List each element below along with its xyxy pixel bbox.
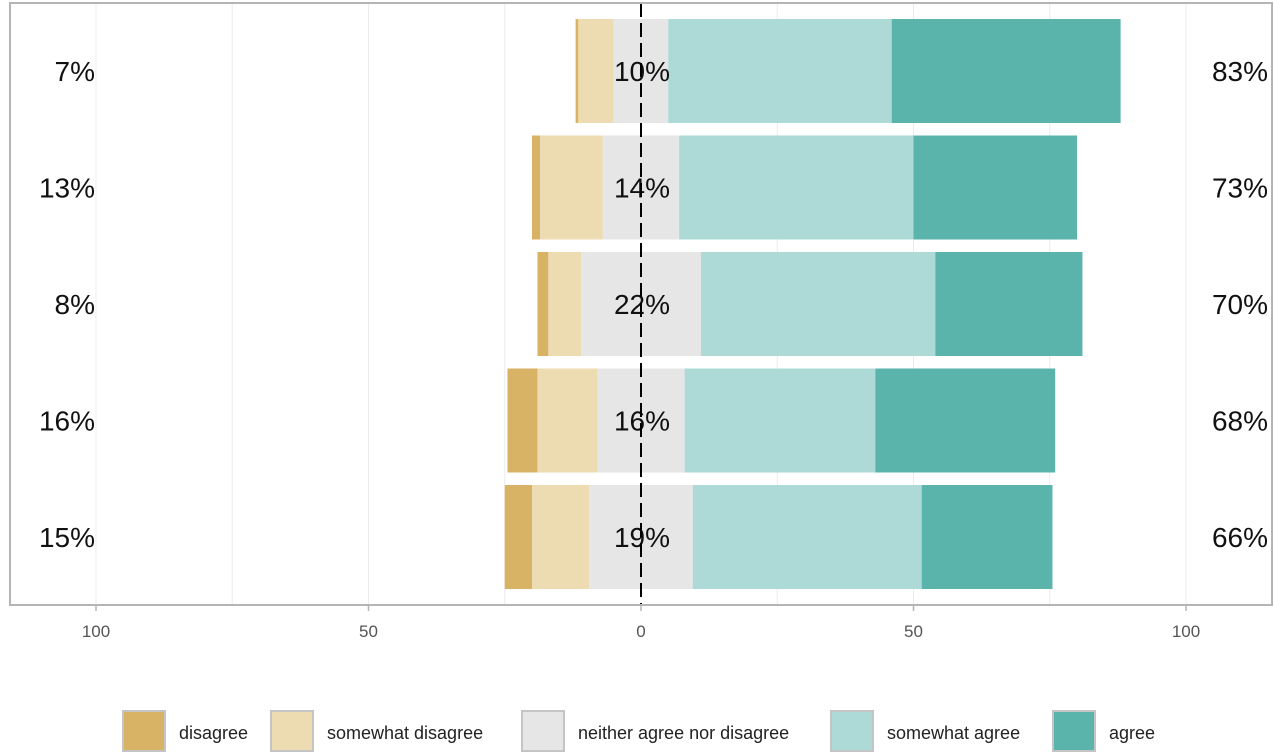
bar-segment-agree xyxy=(875,368,1056,473)
x-tick-label: 0 xyxy=(636,622,645,641)
bar-segment-somewhat-disagree xyxy=(548,252,582,356)
bar-segment-somewhat-disagree xyxy=(540,135,603,240)
left-percent-label: 15% xyxy=(39,522,95,553)
x-tick-label: 100 xyxy=(1172,622,1200,641)
legend-swatch xyxy=(122,710,166,752)
bar-segment-somewhat-agree xyxy=(700,252,936,356)
legend-item-agree: agree xyxy=(1052,710,1155,752)
left-percent-label: 8% xyxy=(55,289,95,320)
bar-row xyxy=(532,135,1077,240)
legend-swatch xyxy=(521,710,565,752)
bar-segment-disagree xyxy=(507,368,538,473)
legend-label: somewhat agree xyxy=(887,723,1020,743)
bar-segment-somewhat-agree xyxy=(668,19,892,123)
legend-item-neither: neither agree nor disagree xyxy=(521,710,789,752)
bar-segment-somewhat-agree xyxy=(679,135,914,240)
left-percent-label: 16% xyxy=(39,406,95,437)
bar-segment-disagree xyxy=(537,252,549,356)
bar-rows xyxy=(504,19,1121,589)
legend-label: agree xyxy=(1109,723,1155,743)
bar-segment-somewhat-disagree xyxy=(578,19,614,123)
left-percent-label: 13% xyxy=(39,173,95,204)
bar-segment-somewhat-agree xyxy=(684,368,876,473)
bar-segment-somewhat-disagree xyxy=(532,485,590,589)
bar-segment-somewhat-agree xyxy=(692,485,922,589)
legend-swatch xyxy=(270,710,314,752)
percent-labels: 7%10%83%13%14%73%8%22%70%16%16%68%15%19%… xyxy=(39,56,1268,553)
bar-segment-disagree xyxy=(504,485,532,589)
bar-segment-somewhat-disagree xyxy=(537,368,598,473)
legend: disagree somewhat disagree neither agree n… xyxy=(122,710,1155,752)
x-axis-ticks: 100 50 0 50 100 xyxy=(82,605,1200,641)
legend-label: somewhat disagree xyxy=(327,723,483,743)
bar-row xyxy=(507,368,1056,473)
legend-item-disagree: disagree xyxy=(122,710,248,752)
right-percent-label: 73% xyxy=(1212,173,1268,204)
right-percent-label: 66% xyxy=(1212,522,1268,553)
bar-segment-agree xyxy=(913,135,1077,240)
bar-segment-agree xyxy=(921,485,1053,589)
legend-label: disagree xyxy=(179,723,248,743)
x-tick-label: 50 xyxy=(904,622,923,641)
bar-segment-disagree xyxy=(575,19,579,123)
legend-label: neither agree nor disagree xyxy=(578,723,789,743)
bar-row xyxy=(537,252,1083,356)
legend-swatch xyxy=(1052,710,1096,752)
x-tick-label: 100 xyxy=(82,622,110,641)
legend-item-somewhat-agree: somewhat agree xyxy=(830,710,1020,752)
legend-swatch xyxy=(830,710,874,752)
bar-segment-agree xyxy=(891,19,1121,123)
bar-row xyxy=(504,485,1053,589)
bar-segment-agree xyxy=(935,252,1083,356)
right-percent-label: 83% xyxy=(1212,56,1268,87)
right-percent-label: 68% xyxy=(1212,406,1268,437)
left-percent-label: 7% xyxy=(55,56,95,87)
bar-segment-disagree xyxy=(532,135,541,240)
legend-item-somewhat-disagree: somewhat disagree xyxy=(270,710,483,752)
right-percent-label: 70% xyxy=(1212,289,1268,320)
x-tick-label: 50 xyxy=(359,622,378,641)
